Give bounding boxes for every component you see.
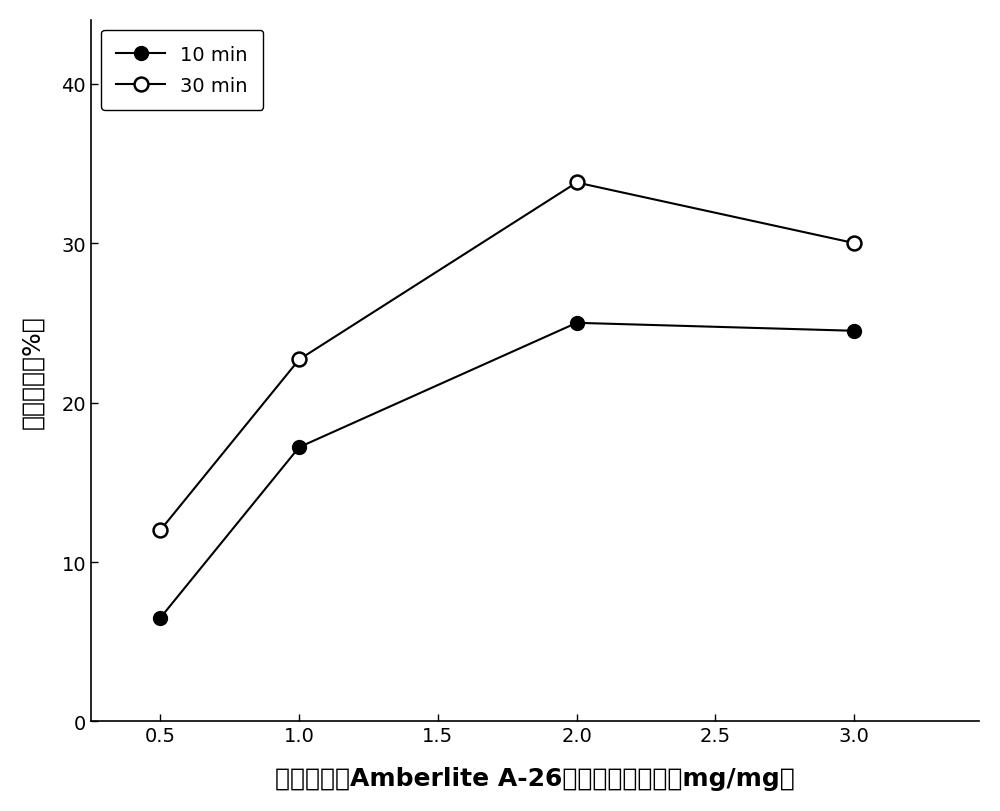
X-axis label: 量的比值（Amberlite A-26与葡萄糖的比值，mg/mg）: 量的比值（Amberlite A-26与葡萄糖的比值，mg/mg） (275, 766, 795, 790)
30 min (848, 239, 860, 249)
10 min (848, 327, 860, 337)
Line: 10 min: 10 min (153, 316, 861, 625)
Y-axis label: 果糖产率（%）: 果糖产率（%） (21, 315, 45, 428)
30 min (154, 526, 166, 535)
30 min (293, 355, 305, 365)
10 min (154, 613, 166, 623)
30 min (571, 178, 583, 188)
Legend: 10 min, 30 min: 10 min, 30 min (101, 31, 263, 111)
10 min (293, 443, 305, 453)
Line: 30 min: 30 min (153, 176, 861, 538)
10 min (571, 319, 583, 328)
